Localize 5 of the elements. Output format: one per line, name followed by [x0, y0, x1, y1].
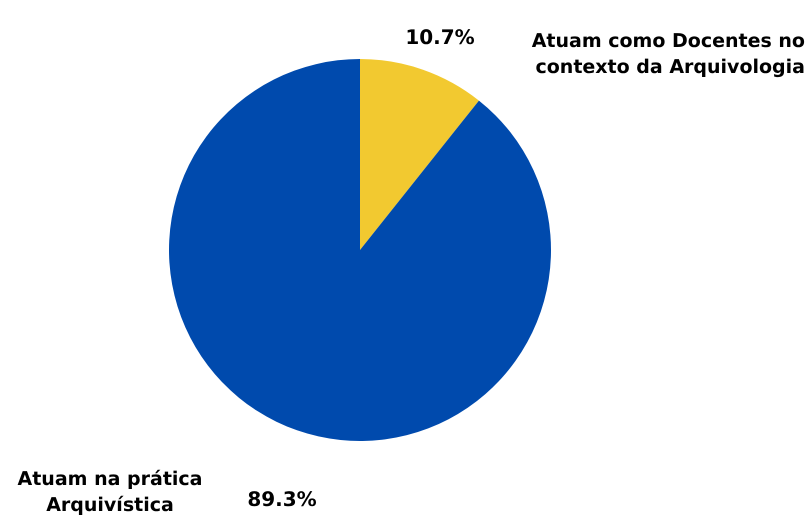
slice-label: Atuam na prática Arquivística [18, 468, 202, 515]
pie-slice [360, 59, 479, 250]
slice-label: Atuam como Docentes no contexto da Arquivologia [532, 30, 805, 78]
data-label: 89.3% [247, 487, 317, 511]
data-label: 10.7% [405, 25, 475, 49]
